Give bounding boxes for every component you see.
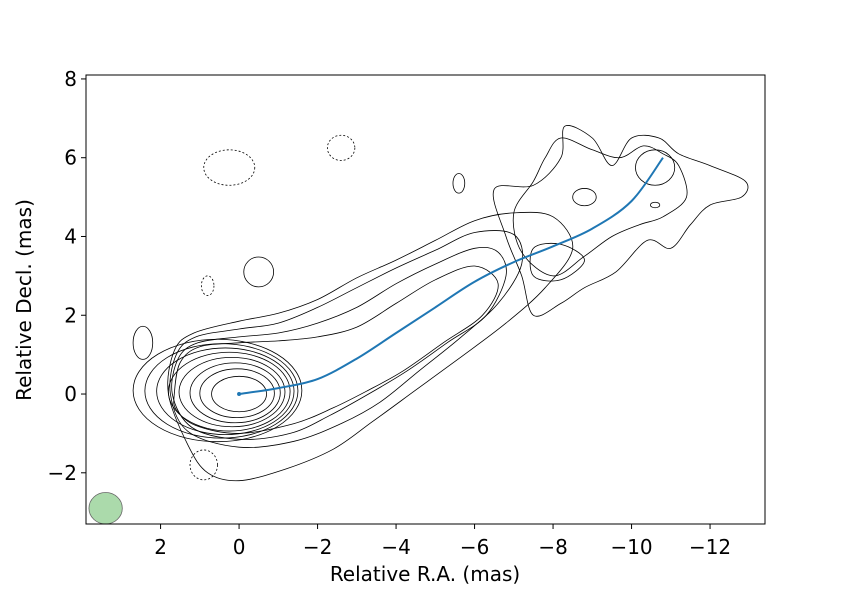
core-contour <box>178 356 286 428</box>
x-tick-label: −2 <box>303 535 332 559</box>
contour-line <box>169 230 524 448</box>
y-tick-label: 8 <box>64 67 77 91</box>
negative-contour <box>200 275 215 296</box>
x-tick-label: 0 <box>233 535 246 559</box>
core-contour <box>156 347 295 435</box>
y-axis-label: Relative Decl. (mas) <box>12 199 36 401</box>
contour-line <box>167 211 574 482</box>
core-marker <box>237 392 242 397</box>
isolated-contour <box>132 325 154 360</box>
jet-ridge-line <box>238 157 664 395</box>
y-tick-label: 4 <box>64 224 77 248</box>
x-axis-ticks: 2 0 −2 −4 −6 −8 −10 −12 <box>154 524 731 559</box>
core-contour <box>132 338 303 443</box>
y-tick-label: 6 <box>64 146 77 170</box>
x-tick-label: 2 <box>154 535 167 559</box>
y-tick-label: −2 <box>48 461 77 485</box>
contour-line <box>171 247 507 440</box>
core-contour <box>144 343 299 439</box>
x-tick-label: −4 <box>381 535 410 559</box>
negative-contour <box>203 149 256 186</box>
x-axis-label: Relative R.A. (mas) <box>330 562 520 586</box>
isolated-contour <box>649 201 661 209</box>
isolated-contour <box>635 149 676 186</box>
y-axis-ticks: −2 0 2 4 6 8 <box>48 67 86 485</box>
isolated-contour <box>243 256 275 288</box>
negative-contour <box>326 134 356 161</box>
beam-ellipse <box>88 492 123 525</box>
core-contour <box>199 368 275 419</box>
contour-layer <box>132 125 749 482</box>
x-tick-label: −6 <box>460 535 489 559</box>
isolated-contour <box>572 188 597 207</box>
x-tick-label: −10 <box>610 535 652 559</box>
core-contour <box>189 362 281 424</box>
contour-line <box>173 265 499 434</box>
y-tick-label: 2 <box>64 303 77 327</box>
contour-line <box>512 137 688 277</box>
isolated-contour <box>452 173 466 194</box>
x-tick-label: −8 <box>538 535 567 559</box>
core-contour <box>168 351 291 432</box>
x-tick-label: −12 <box>689 535 731 559</box>
negative-contour <box>189 449 218 481</box>
jet-ridge-layer <box>237 157 664 397</box>
core-contour <box>211 375 267 413</box>
beam-layer <box>88 492 123 525</box>
plot-frame <box>85 74 766 525</box>
y-tick-label: 0 <box>64 382 77 406</box>
contour-line <box>492 125 749 317</box>
